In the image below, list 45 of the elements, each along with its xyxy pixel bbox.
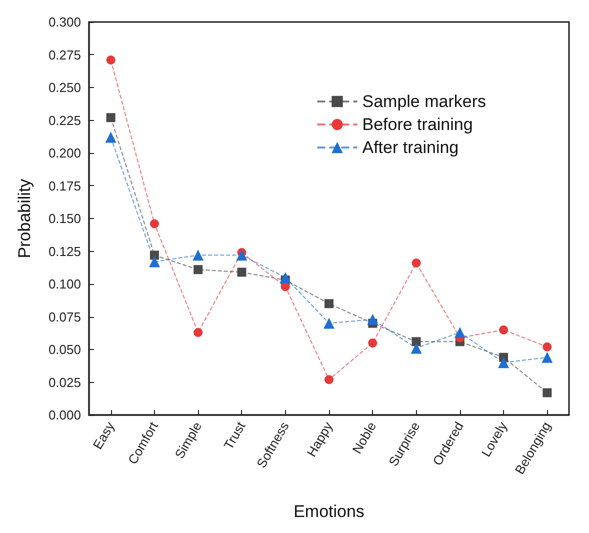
point [324,318,334,329]
y-tick-label: 0.150 [48,211,81,226]
y-tick-label: 0.100 [48,276,81,292]
y-tick-label: 0.200 [48,146,81,160]
point [150,250,159,260]
point [410,342,422,354]
legend-label: After training [362,138,459,157]
point [105,132,116,143]
point [367,314,378,325]
point [542,342,552,352]
point [192,250,204,261]
x-axis-title: Emotions [294,502,364,521]
point [368,338,378,348]
legend-label: Before training [362,115,473,134]
y-tick-label: 0.000 [48,408,81,422]
point [236,250,248,261]
y-tick-label: 0.225 [48,112,81,128]
point [454,326,466,338]
y-tick-label: 0.300 [48,14,81,30]
point [194,265,203,274]
point [499,325,508,334]
point [542,388,552,398]
point [150,219,159,228]
y-tick-label: 0.050 [48,342,81,357]
point [498,357,510,368]
point [542,352,553,363]
y-tick-label: 0.175 [48,178,81,194]
legend-label: Sample markers [362,92,486,111]
point [324,299,334,308]
point [324,375,334,384]
point [280,272,291,283]
y-tick-label: 0.250 [48,80,81,95]
y-tick-label: 0.125 [48,244,81,259]
point [106,113,116,122]
point [280,282,290,292]
point [194,328,203,337]
point [148,256,160,268]
y-tick-label: 0.075 [48,309,81,324]
y-tick-label: 0.275 [48,47,81,62]
point [106,55,116,64]
y-axis-title: Probability [15,178,34,258]
y-tick-label: 0.025 [48,374,81,390]
point [412,337,421,346]
point [237,268,246,277]
point [412,258,421,268]
